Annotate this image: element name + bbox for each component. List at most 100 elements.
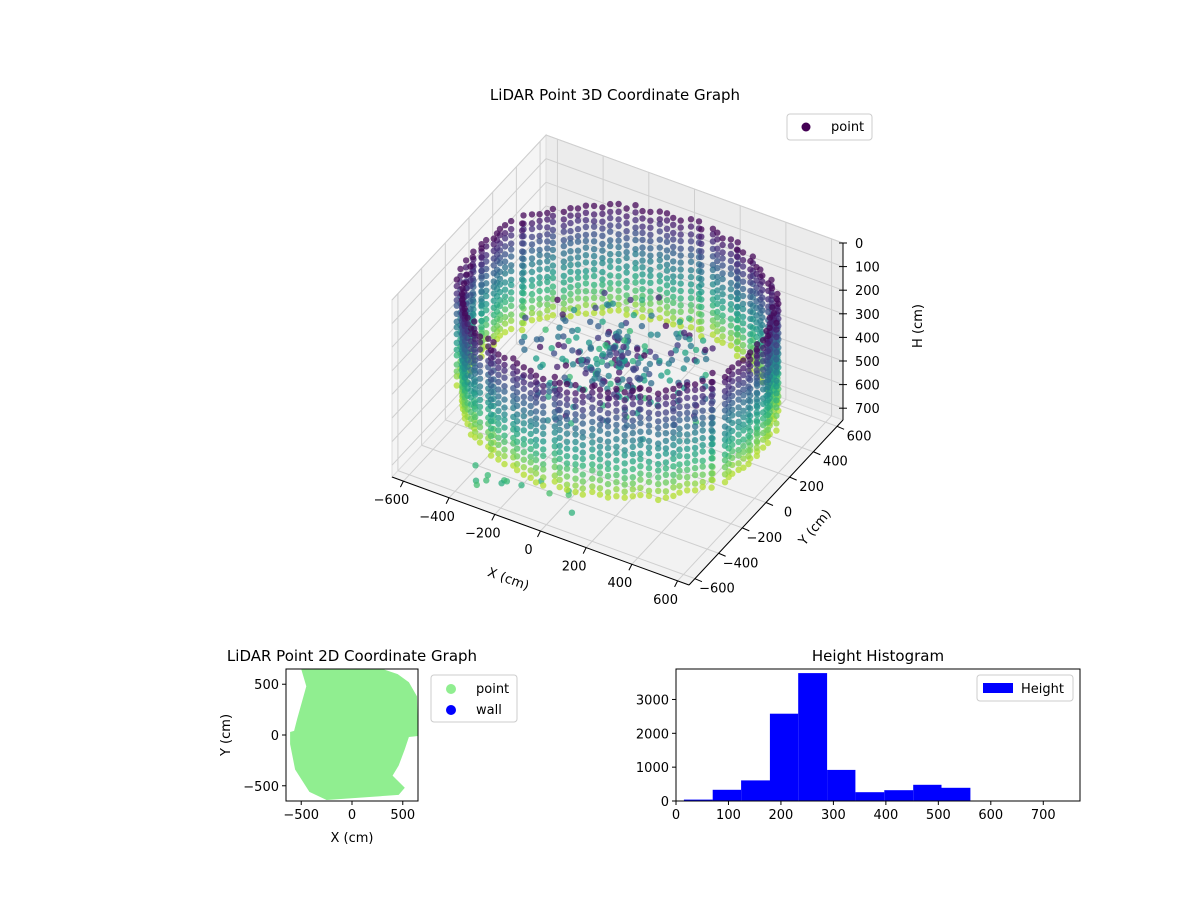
point-3d (519, 220, 526, 227)
point-3d (556, 419, 563, 427)
point-3d (536, 259, 543, 266)
point-3d (656, 208, 663, 215)
point-3d (484, 472, 491, 479)
point-3d (709, 369, 716, 377)
point-3d (472, 370, 479, 377)
point-3d (508, 281, 515, 289)
point-3d (572, 461, 579, 468)
point-3d (639, 278, 646, 285)
point-3d (596, 436, 604, 443)
point-3d (569, 347, 576, 354)
point-3d (607, 263, 614, 271)
point-3d (670, 273, 677, 280)
point-3d (527, 453, 534, 460)
point-3d (607, 293, 614, 301)
chart-2d-xlabel: X (cm) (331, 831, 374, 846)
point-3d (520, 393, 527, 400)
x-tick-label: 0 (524, 543, 532, 558)
point-3d (663, 310, 671, 317)
point-3d (613, 486, 620, 493)
point-3d (453, 368, 460, 375)
point-3d (670, 455, 677, 462)
point-3d (747, 343, 754, 350)
point-3d (623, 254, 630, 262)
point-3d (647, 237, 654, 245)
point-3d (733, 331, 741, 338)
point-3d (662, 400, 670, 408)
grid-y-floor (539, 317, 838, 427)
point-3d (615, 280, 622, 287)
point-3d (676, 489, 683, 496)
point-3d (699, 337, 707, 344)
point-3d (508, 267, 515, 275)
point-3d (699, 414, 706, 421)
point-3d (510, 355, 517, 362)
point-3d (670, 279, 677, 286)
point-3d (462, 257, 470, 264)
point-3d (528, 247, 536, 254)
point-3d (579, 429, 586, 436)
point-3d (655, 395, 662, 403)
point-3d (670, 214, 677, 222)
point-3d (637, 456, 644, 463)
point-3d (476, 368, 484, 376)
point-3d (501, 383, 508, 390)
point-3d (656, 263, 663, 270)
point-3d (773, 363, 780, 371)
point-3d (759, 436, 767, 443)
point-3d (632, 230, 639, 237)
point-3d (532, 421, 540, 428)
point-3d (472, 414, 479, 421)
point-3d (592, 304, 599, 311)
x-tick-label: 700 (1031, 808, 1056, 823)
point-3d (745, 417, 752, 424)
point-3d (676, 382, 683, 389)
point-3d (544, 231, 551, 238)
point-3d (532, 464, 540, 472)
point-3d (508, 240, 515, 247)
point-3d (508, 289, 515, 296)
point-3d (520, 420, 527, 427)
point-3d (533, 355, 540, 362)
point-3d (527, 459, 534, 466)
point-3d (501, 313, 509, 321)
point-3d (656, 244, 663, 251)
point-3d (508, 296, 515, 303)
point-3d (765, 280, 772, 287)
point-3d (733, 267, 741, 275)
point-3d (467, 325, 475, 332)
point-3d (472, 341, 479, 349)
point-3d (574, 238, 582, 245)
point-3d (672, 347, 679, 354)
point-3d (639, 286, 646, 293)
point-3d (532, 386, 540, 393)
point-3d (528, 241, 536, 248)
point-3d (560, 333, 567, 340)
point-3d (572, 390, 579, 397)
chart-3d-legend-box (786, 113, 873, 141)
point-3d (677, 287, 684, 295)
point-3d (759, 366, 767, 373)
point-3d (536, 217, 543, 225)
point-3d (501, 235, 509, 242)
point-3d (590, 266, 598, 273)
point-3d (528, 290, 536, 298)
point-3d (753, 374, 760, 381)
point-3d (699, 478, 706, 486)
point-3d (476, 424, 484, 431)
x-tick-label: 300 (821, 808, 846, 823)
point-3d (549, 303, 557, 310)
point-3d (639, 264, 646, 271)
point-3d (629, 437, 636, 444)
point-3d (708, 406, 715, 413)
point-3d (687, 342, 695, 350)
point-3d (532, 450, 540, 457)
point-3d (556, 414, 563, 421)
chart-2d-ylabel: Y (cm) (219, 714, 234, 757)
point-3d (604, 494, 612, 501)
point-3d (647, 300, 654, 307)
chart-histogram-legend-swatch (983, 683, 1013, 693)
point-3d (745, 404, 752, 411)
point-3d (739, 256, 747, 264)
point-3d (687, 231, 695, 238)
